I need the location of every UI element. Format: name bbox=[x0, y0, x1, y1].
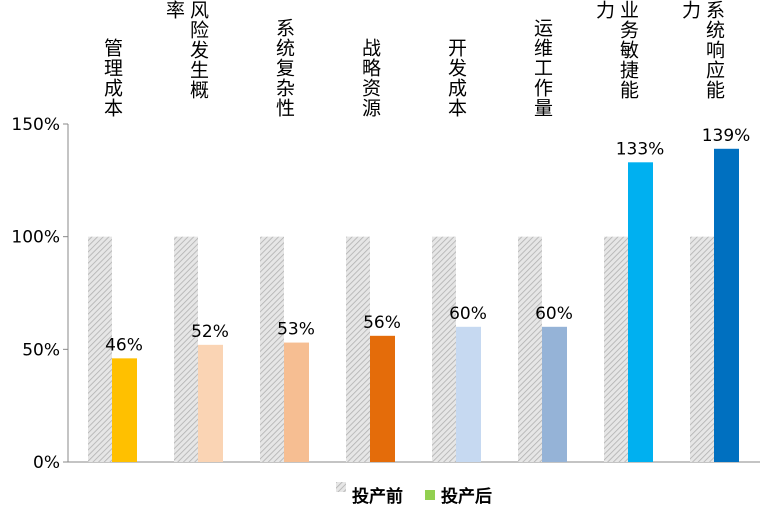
y-tick-label: 100% bbox=[11, 228, 60, 248]
data-label: 56% bbox=[363, 313, 401, 333]
bar-before bbox=[260, 236, 284, 462]
y-tick-label: 0% bbox=[33, 453, 60, 473]
bar-after bbox=[628, 162, 653, 462]
category-label: 运维工作量 bbox=[531, 18, 553, 118]
bar-before bbox=[518, 236, 542, 462]
data-label: 46% bbox=[105, 335, 143, 355]
legend-swatch-after bbox=[425, 489, 435, 500]
bar-before bbox=[432, 236, 456, 462]
bar-after bbox=[370, 335, 395, 462]
bar-before bbox=[604, 236, 628, 462]
bar-before bbox=[346, 236, 370, 462]
legend-swatch-before bbox=[336, 482, 346, 500]
category-label: 业务敏捷能力 bbox=[593, 0, 639, 100]
category-label: 风险发生概率 bbox=[163, 0, 209, 100]
data-label: 60% bbox=[535, 304, 573, 324]
category-label: 系统复杂性 bbox=[273, 18, 295, 118]
bar-after bbox=[456, 326, 481, 462]
data-label: 52% bbox=[191, 322, 229, 342]
data-label: 53% bbox=[277, 320, 315, 340]
bar-after bbox=[198, 344, 223, 462]
legend-label-before: 投产前 bbox=[352, 487, 403, 507]
bar-before bbox=[690, 236, 714, 462]
category-label: 系统响应能力 bbox=[679, 0, 725, 100]
bar-after bbox=[714, 148, 739, 462]
bar-after bbox=[112, 358, 137, 462]
legend-label-after: 投产后 bbox=[441, 487, 492, 507]
y-tick-label: 150% bbox=[11, 115, 60, 135]
category-label: 开发成本 bbox=[445, 38, 467, 118]
category-label: 战略资源 bbox=[359, 38, 381, 118]
category-label: 管理成本 bbox=[101, 38, 123, 118]
bar-after bbox=[542, 326, 567, 462]
data-label: 133% bbox=[616, 139, 665, 159]
bar-after bbox=[284, 342, 309, 462]
bar-before bbox=[174, 236, 198, 462]
data-label: 60% bbox=[449, 304, 487, 324]
bar-before bbox=[88, 236, 112, 462]
y-tick-label: 50% bbox=[22, 340, 60, 360]
data-label: 139% bbox=[702, 126, 751, 146]
legend: 投产前 投产后 bbox=[336, 482, 492, 507]
